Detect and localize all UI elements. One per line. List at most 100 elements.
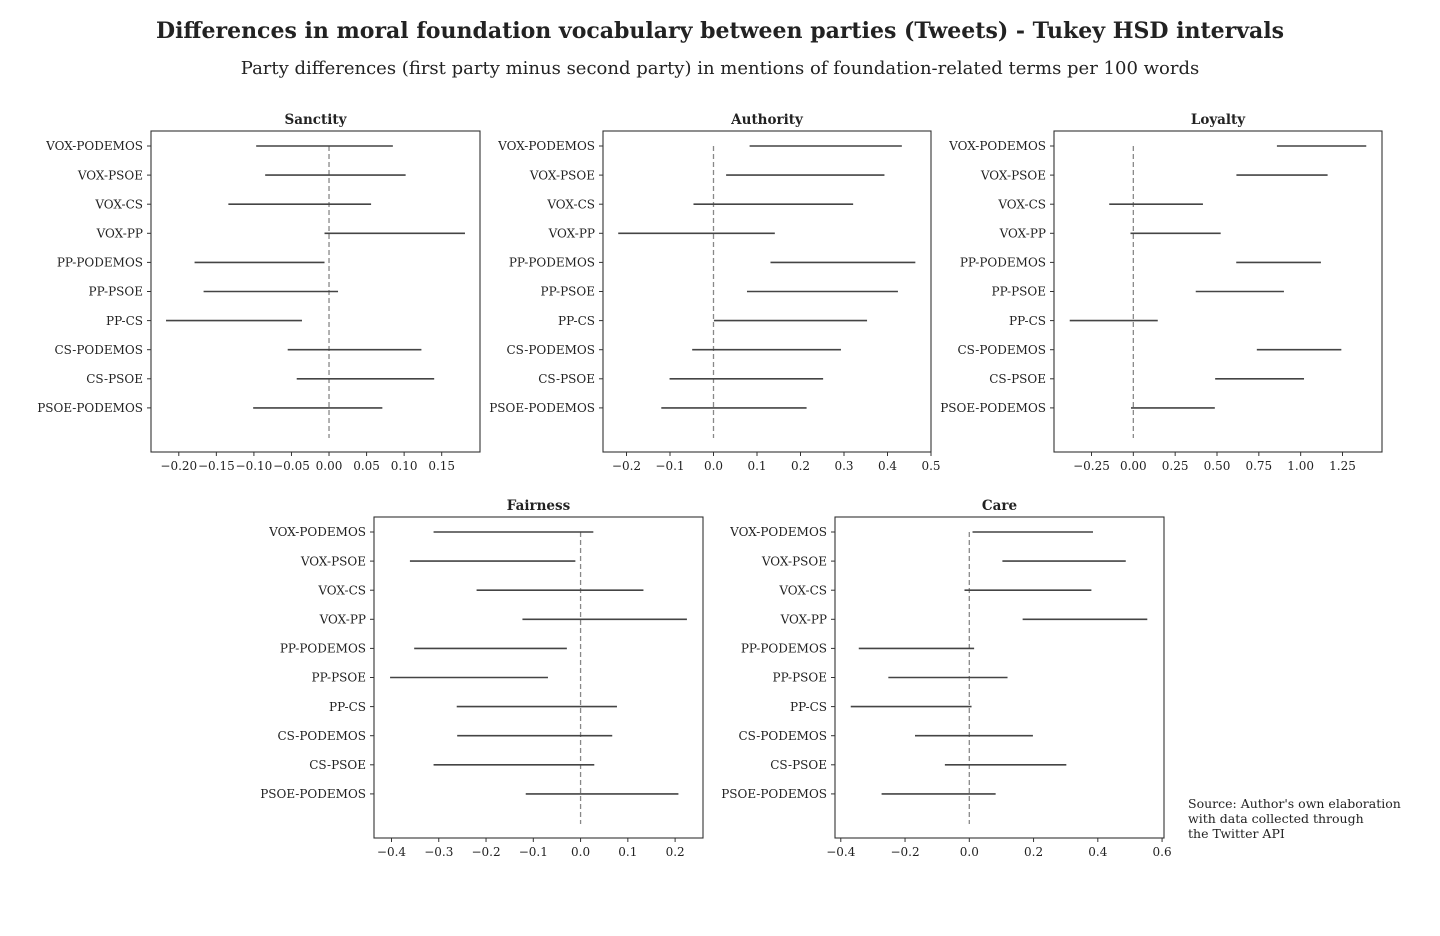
plot-frame bbox=[1053, 130, 1383, 453]
category-label: CS-PSOE bbox=[86, 372, 143, 386]
x-tick-label: −0.2 bbox=[890, 845, 919, 859]
category-label: VOX-PP bbox=[780, 613, 827, 627]
x-tick-label: 0.2 bbox=[666, 845, 685, 859]
category-label: PP-PODEMOS bbox=[960, 256, 1046, 270]
x-tick-label: −0.1 bbox=[655, 459, 684, 473]
plot-frame bbox=[373, 516, 704, 839]
category-label: VOX-CS bbox=[317, 583, 366, 597]
plot-frame bbox=[834, 516, 1165, 839]
x-tick-label: 0.0 bbox=[704, 459, 723, 473]
category-label: PP-PSOE bbox=[312, 671, 366, 685]
category-label: CS-PSOE bbox=[989, 372, 1046, 386]
x-tick-label: −0.2 bbox=[471, 845, 500, 859]
x-tick-label: 0.00 bbox=[316, 459, 343, 473]
category-label: PP-PODEMOS bbox=[741, 642, 827, 656]
panel-title: Authority bbox=[730, 112, 804, 128]
x-tick-label: 0.0 bbox=[571, 845, 590, 859]
x-tick-label: 1.00 bbox=[1287, 459, 1314, 473]
panel-title: Fairness bbox=[507, 498, 571, 514]
figure-title: Differences in moral foundation vocabula… bbox=[155, 18, 1285, 44]
category-label: PP-PSOE bbox=[89, 285, 143, 299]
x-tick-label: −0.25 bbox=[1073, 459, 1110, 473]
x-tick-label: 0.5 bbox=[921, 459, 940, 473]
category-label: PP-CS bbox=[790, 700, 827, 714]
x-tick-label: −0.20 bbox=[160, 459, 197, 473]
category-label: VOX-CS bbox=[94, 197, 143, 211]
category-label: CS-PODEMOS bbox=[738, 729, 827, 743]
category-label: PSOE-PODEMOS bbox=[37, 401, 143, 415]
plot-frame bbox=[602, 130, 932, 453]
category-label: PSOE-PODEMOS bbox=[260, 787, 366, 801]
category-label: VOX-PSOE bbox=[529, 168, 595, 182]
category-label: VOX-PODEMOS bbox=[268, 525, 366, 539]
category-label: VOX-PSOE bbox=[980, 168, 1046, 182]
panel-sanctity: Sanctity VOX-PODEMOS VOX-PSOE VOX-CS VOX-PP P… bbox=[37, 112, 481, 473]
category-label: PP-PSOE bbox=[992, 285, 1046, 299]
panel-title: Loyalty bbox=[1191, 112, 1246, 128]
category-label: CS-PSOE bbox=[770, 758, 827, 772]
panel-title: Care bbox=[982, 498, 1017, 514]
category-label: CS-PSOE bbox=[538, 372, 595, 386]
category-label: CS-PODEMOS bbox=[957, 343, 1046, 357]
panel-care: Care VOX-PODEMOS VOX-PSOE VOX-CS VOX-PP PP-PO… bbox=[721, 498, 1171, 859]
x-tick-label: −0.15 bbox=[198, 459, 235, 473]
category-label: VOX-PODEMOS bbox=[45, 139, 143, 153]
x-tick-label: 0.10 bbox=[391, 459, 418, 473]
source-note: Source: Author's own elaboration with da… bbox=[1188, 796, 1401, 841]
category-label: PSOE-PODEMOS bbox=[489, 401, 595, 415]
x-tick-label: −0.4 bbox=[377, 845, 407, 859]
category-label: VOX-PODEMOS bbox=[497, 139, 595, 153]
x-tick-label: 0.2 bbox=[791, 459, 810, 473]
category-label: PP-PODEMOS bbox=[280, 642, 366, 656]
category-label: VOX-CS bbox=[546, 197, 595, 211]
figure-subtitle: Party differences (first party minus sec… bbox=[240, 58, 1200, 79]
category-label: VOX-CS bbox=[997, 197, 1046, 211]
x-tick-label: −0.10 bbox=[236, 459, 273, 473]
x-tick-label: 0.25 bbox=[1162, 459, 1189, 473]
category-label: CS-PODEMOS bbox=[506, 343, 595, 357]
category-label: PP-PSOE bbox=[773, 671, 827, 685]
category-label: PP-CS bbox=[106, 314, 143, 328]
category-label: PP-CS bbox=[329, 700, 366, 714]
panel-loyalty: Loyalty VOX-PODEMOS VOX-PSOE VOX-CS VOX-PP PP… bbox=[940, 112, 1383, 473]
category-label: CS-PODEMOS bbox=[277, 729, 366, 743]
x-tick-label: −0.2 bbox=[612, 459, 641, 473]
category-label: PSOE-PODEMOS bbox=[721, 787, 827, 801]
panel-fairness: Fairness VOX-PODEMOS VOX-PSOE VOX-CS VOX-PP P… bbox=[260, 498, 704, 859]
category-label: PP-PODEMOS bbox=[509, 256, 595, 270]
category-label: VOX-PODEMOS bbox=[729, 525, 827, 539]
category-label: PSOE-PODEMOS bbox=[940, 401, 1046, 415]
x-tick-label: −0.1 bbox=[519, 845, 548, 859]
category-label: VOX-PODEMOS bbox=[948, 139, 1046, 153]
x-tick-label: 0.1 bbox=[618, 845, 637, 859]
category-label: CS-PODEMOS bbox=[54, 343, 143, 357]
panel-title: Sanctity bbox=[285, 112, 348, 128]
x-tick-label: 0.00 bbox=[1120, 459, 1147, 473]
x-tick-label: 1.25 bbox=[1329, 459, 1356, 473]
x-tick-label: −0.05 bbox=[273, 459, 310, 473]
category-label: VOX-PSOE bbox=[77, 168, 143, 182]
x-tick-label: 0.6 bbox=[1153, 845, 1172, 859]
x-tick-label: 0.4 bbox=[878, 459, 897, 473]
panel-authority: Authority VOX-PODEMOS VOX-PSOE VOX-CS VOX-PP… bbox=[489, 112, 940, 473]
category-label: VOX-PP bbox=[999, 227, 1046, 241]
category-label: VOX-PSOE bbox=[300, 554, 366, 568]
category-label: PP-CS bbox=[1009, 314, 1046, 328]
category-label: CS-PSOE bbox=[309, 758, 366, 772]
category-label: VOX-PP bbox=[319, 613, 366, 627]
category-label: VOX-PP bbox=[548, 227, 595, 241]
x-tick-label: 0.0 bbox=[960, 845, 979, 859]
category-label: VOX-CS bbox=[778, 583, 827, 597]
x-tick-label: 0.05 bbox=[353, 459, 380, 473]
x-tick-label: 0.50 bbox=[1204, 459, 1231, 473]
x-tick-label: −0.3 bbox=[424, 845, 453, 859]
x-tick-label: 0.75 bbox=[1245, 459, 1272, 473]
plot-frame bbox=[150, 130, 481, 453]
x-tick-label: 0.15 bbox=[428, 459, 455, 473]
x-tick-label: 0.3 bbox=[834, 459, 853, 473]
x-tick-label: 0.2 bbox=[1024, 845, 1043, 859]
x-tick-label: 0.4 bbox=[1088, 845, 1107, 859]
category-label: VOX-PP bbox=[96, 227, 143, 241]
category-label: PP-PSOE bbox=[541, 285, 595, 299]
